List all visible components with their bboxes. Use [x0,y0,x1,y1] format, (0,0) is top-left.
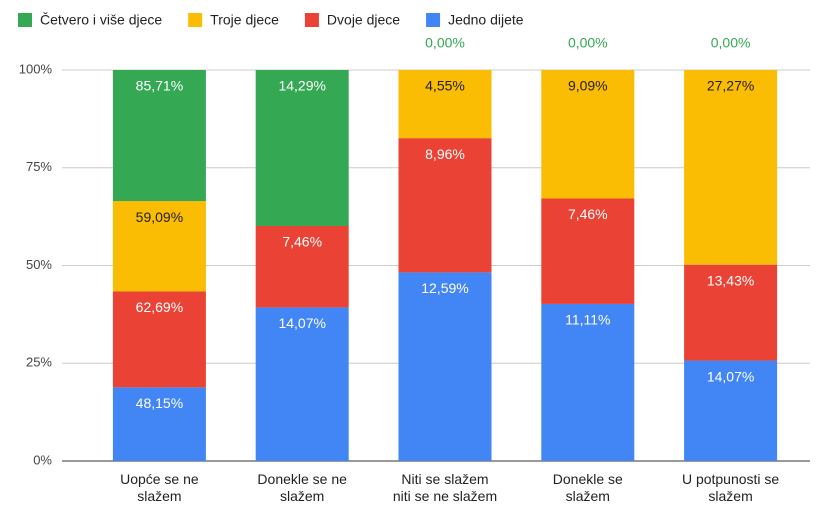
bar-segment [684,70,778,265]
bar-segment [255,307,349,461]
bar-segment [684,360,778,461]
bar-segment [255,225,349,308]
data-label: 27,27% [707,78,754,94]
bar-segment [255,70,349,226]
bar-segment [684,264,778,361]
legend-swatch [188,13,203,27]
legend-swatch [18,13,32,27]
data-label: 14,07% [278,315,325,331]
bar-segment [112,201,206,292]
data-label: 0,00% [425,35,465,51]
data-label: 62,69% [136,299,183,315]
legend-label: Dvoje djece [327,12,400,28]
bar-segment [398,70,492,139]
data-label: 0,00% [568,35,608,51]
bar-segment [112,291,206,388]
legend-label: Troje djece [210,12,279,28]
legend-label: Jedno dijete [448,12,524,28]
y-tick-label: 100% [19,61,53,76]
data-label: 14,07% [707,368,754,384]
y-tick-label: 50% [26,257,52,272]
legend-label: Četvero i više djece [40,12,162,28]
y-tick-label: 75% [26,159,52,174]
data-label: 59,09% [136,209,183,225]
data-label: 85,71% [136,78,183,94]
x-tick-label: U potpunosti se slažem [681,471,780,504]
legend-swatch [304,13,319,27]
x-tick-label: Donekle se ne slažem [257,471,347,504]
data-label: 48,15% [136,395,183,411]
legend-swatch [426,13,441,27]
data-label: 7,46% [282,234,322,250]
x-tick-label: Donekle se slažem [552,471,623,504]
data-label: 8,96% [425,146,465,162]
y-tick-label: 25% [26,355,52,370]
bar-segment [398,138,492,273]
y-tick-label: 0% [33,452,52,467]
bar-segment [541,70,635,199]
data-label: 11,11% [565,312,610,328]
bar-segment [112,387,206,461]
x-tick-label: Uopće se ne slažem [120,471,199,504]
bar-segment [541,198,635,304]
bar-segment [541,303,635,461]
data-label: 9,09% [568,78,608,94]
x-tick-label: Niti se slažem niti se ne slažem [392,471,498,504]
data-label: 4,55% [425,78,465,94]
data-label: 7,46% [568,206,608,222]
data-label: 13,43% [707,272,754,288]
data-label: 0,00% [711,35,751,51]
data-label: 12,59% [421,280,468,296]
bar-segment [398,272,492,461]
data-label: 14,29% [278,78,325,94]
bar-segment [112,70,206,202]
